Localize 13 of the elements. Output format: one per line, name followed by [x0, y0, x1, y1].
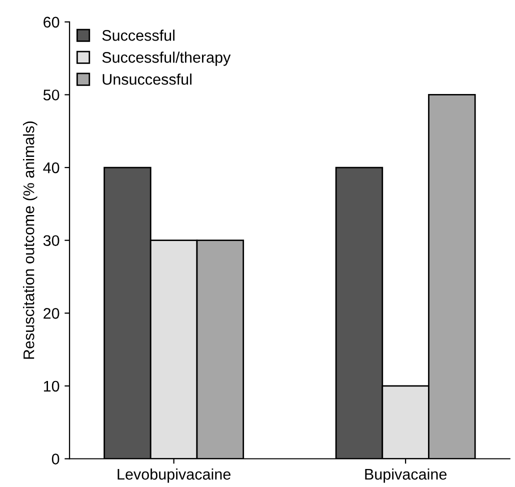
y-axis-title: Resuscitation outcome (% animals) — [23, 122, 38, 359]
y-tick-label: 20 — [44, 308, 60, 319]
y-tick-label: 50 — [43, 90, 60, 100]
y-tick-label: 10 — [44, 380, 60, 392]
legend-label: Unsuccessful — [102, 74, 192, 85]
x-tick-label: Levobupivacaine — [118, 468, 230, 483]
y-tick-label: 0 — [52, 454, 60, 464]
legend-label: Successful — [102, 30, 174, 41]
y-tick-label: 30 — [43, 235, 60, 246]
x-tick-label: Bupivacaine — [365, 468, 447, 483]
y-tick-label: 40 — [43, 162, 60, 174]
y-tick-label: 60 — [44, 16, 60, 28]
legend-label: Successful/therapy — [102, 52, 231, 66]
